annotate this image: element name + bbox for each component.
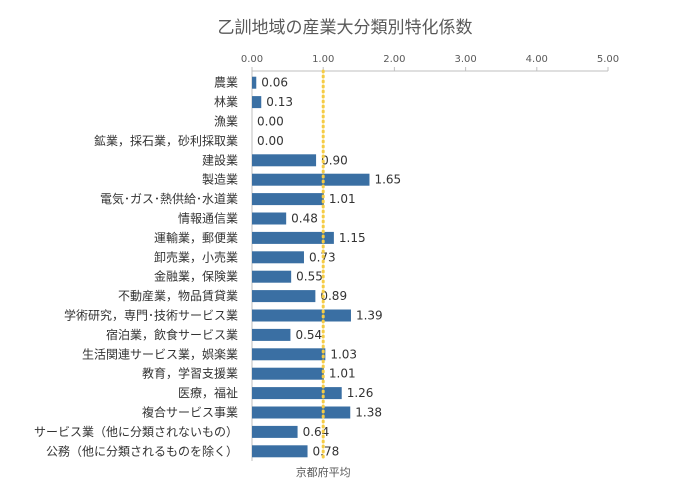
data-label: 1.15: [339, 231, 366, 245]
data-label: 1.65: [374, 173, 401, 187]
data-label: 0.00: [257, 115, 284, 129]
category-label: 建設業: [202, 152, 238, 167]
bars-group: [252, 76, 370, 458]
category-label: 金融業，保険業: [154, 269, 238, 284]
bar: [252, 425, 298, 438]
category-label: 鉱業，採石業，砂利採取業: [94, 133, 238, 148]
category-label: 製造業: [202, 173, 238, 187]
bar: [252, 231, 334, 244]
data-label: 0.48: [291, 212, 318, 226]
x-tick-label: 0.00: [241, 54, 263, 65]
data-label: 1.01: [329, 192, 356, 206]
x-tick-label: 1.00: [312, 54, 334, 65]
category-label: 複合サービス事業: [142, 405, 238, 420]
bar: [252, 212, 287, 225]
bar: [252, 76, 257, 89]
bar: [252, 367, 324, 380]
category-label: 運輸業，郵便業: [154, 230, 238, 245]
data-labels: 0.060.130.000.000.901.651.010.481.150.73…: [257, 76, 401, 459]
bar: [252, 290, 316, 303]
data-label: 1.38: [355, 406, 382, 420]
category-label: 学術研究，専門･技術サービス業: [64, 308, 238, 323]
data-label: 0.13: [266, 95, 293, 109]
data-label: 0.00: [257, 134, 284, 148]
data-label: 0.89: [320, 289, 347, 303]
bar: [252, 328, 291, 341]
chart-title: 乙訓地域の産業大分類別特化係数: [218, 18, 473, 38]
x-tick-label: 3.00: [454, 54, 476, 65]
bar: [252, 270, 292, 283]
category-label: 公務（他に分類されるものを除く）: [46, 443, 238, 458]
category-label: 教育，学習支援業: [142, 366, 238, 381]
data-label: 1.39: [356, 309, 383, 323]
data-label: 0.90: [321, 153, 348, 167]
bar: [252, 348, 326, 361]
reference-line-group: 京都府平均: [296, 69, 351, 479]
category-label: 漁業: [214, 115, 238, 129]
bar: [252, 251, 304, 264]
bar: [252, 96, 262, 109]
data-label: 1.26: [347, 386, 374, 400]
category-label: 医療，福祉: [178, 385, 238, 400]
bar: [252, 445, 308, 458]
x-tick-label: 2.00: [383, 54, 405, 65]
data-label: 0.78: [313, 444, 340, 458]
category-label: 農業: [214, 76, 238, 90]
data-label: 0.64: [303, 425, 330, 439]
category-labels: 農業林業漁業鉱業，採石業，砂利採取業建設業製造業電気･ガス･熱供給･水道業情報通…: [34, 76, 238, 459]
category-label: 林業: [214, 95, 238, 109]
category-label: サービス業（他に分類されないもの）: [34, 425, 238, 439]
reference-line-label: 京都府平均: [296, 465, 351, 479]
category-label: 電気･ガス･熱供給･水道業: [100, 191, 238, 206]
bar: [252, 173, 370, 186]
x-tick-label: 5.00: [597, 54, 619, 65]
bar: [252, 193, 324, 206]
bar: [252, 154, 317, 167]
x-tick-label: 4.00: [526, 54, 548, 65]
category-label: 情報通信業: [178, 212, 238, 226]
bar: [252, 309, 351, 322]
bar: [252, 406, 351, 419]
category-label: 不動産業，物品賃貸業: [118, 288, 238, 303]
bar: [252, 387, 342, 400]
data-label: 0.06: [261, 76, 288, 90]
data-label: 1.03: [330, 347, 357, 361]
category-label: 卸売業，小売業: [154, 249, 238, 264]
category-label: 生活関連サービス業，娯楽業: [82, 347, 238, 361]
data-label: 0.54: [295, 328, 322, 342]
data-label: 0.55: [296, 270, 323, 284]
category-label: 宿泊業，飲食サービス業: [106, 327, 238, 342]
data-label: 1.01: [329, 367, 356, 381]
